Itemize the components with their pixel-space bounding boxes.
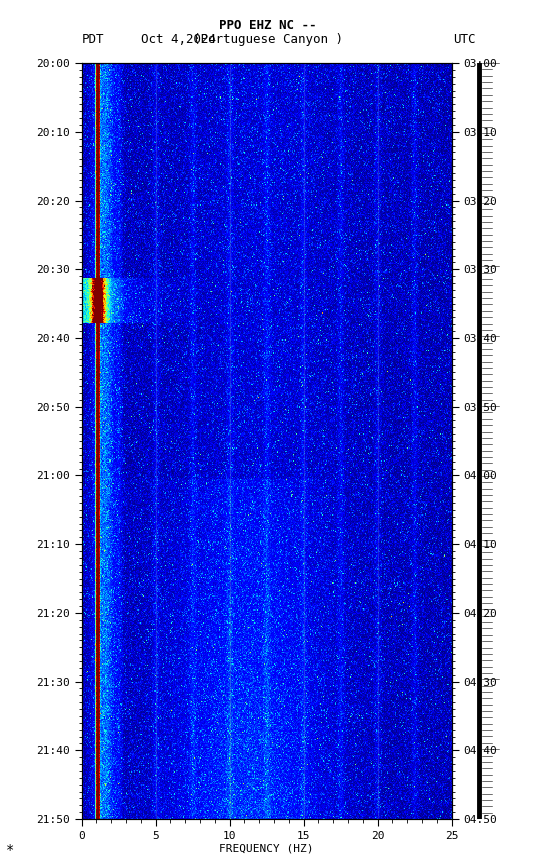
X-axis label: FREQUENCY (HZ): FREQUENCY (HZ): [219, 843, 314, 854]
Text: PPO EHZ NC --: PPO EHZ NC --: [219, 19, 316, 32]
Text: *: *: [6, 842, 14, 856]
Text: (Portuguese Canyon ): (Portuguese Canyon ): [193, 33, 343, 46]
Text: Oct 4,2024: Oct 4,2024: [141, 33, 216, 46]
Text: PDT: PDT: [82, 33, 104, 46]
Text: UTC: UTC: [453, 33, 475, 46]
